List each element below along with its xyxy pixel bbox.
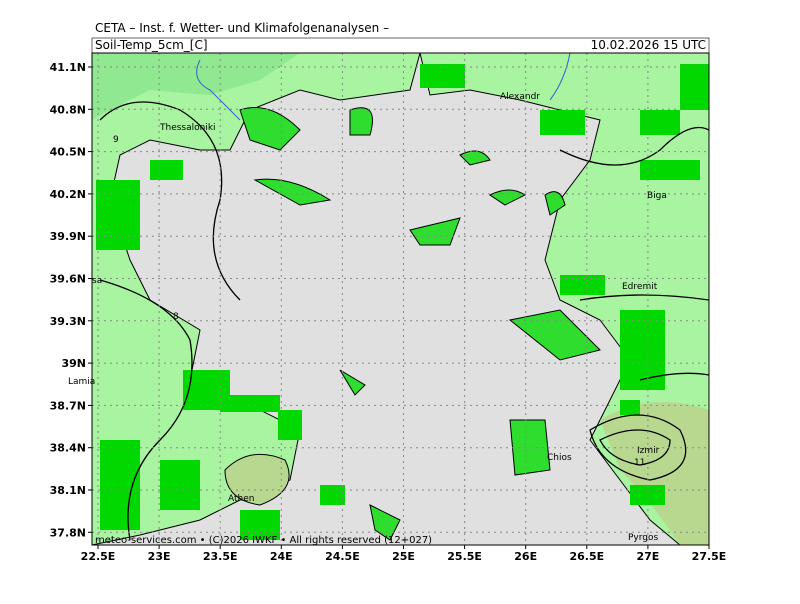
lon-tick-label: 27.5E [692, 550, 727, 563]
lat-tick-label: 40.5N [50, 146, 86, 159]
lon-tick-label: 26.5E [569, 550, 604, 563]
lon-tick-label: 23E [148, 550, 171, 563]
lat-tick-label: 39.6N [50, 273, 86, 286]
contour-label: 8 [173, 312, 179, 322]
lon-tick-label: 24.5E [325, 550, 360, 563]
lon-tick-label: 25.5E [447, 550, 482, 563]
contours [99, 101, 710, 541]
islands [239, 107, 601, 541]
title: CETA – Inst. f. Wetter- und Klimafolgena… [95, 21, 389, 35]
map-frame [91, 52, 710, 546]
lat-tick-label: 37.8N [50, 526, 86, 539]
lon-tick-label: 23.5E [203, 550, 238, 563]
contour-label: 9 [113, 135, 119, 145]
lat-tick-label: 39.9N [50, 230, 86, 243]
lon-tick-label: 25E [392, 550, 415, 563]
contour-label: 11 [634, 458, 645, 468]
place-label: Athen [228, 494, 254, 504]
lat-tick-label: 39N [61, 357, 86, 370]
lat-tick-label: 38.1N [50, 484, 86, 497]
map-area: Thessaloniki Alexandr Biga Edremit Lamia… [68, 52, 710, 546]
place-label: Edremit [622, 282, 658, 292]
axes: 41.1N 40.8N 40.5N 40.2N 39.9N 39.6N 39.3N 39N 38… [50, 61, 727, 563]
place-label: Alexandr [500, 92, 540, 102]
lon-tick-label: 26E [514, 550, 537, 563]
rivers [196, 52, 571, 121]
place-label: Izmir [637, 446, 660, 456]
lat-tick-label: 38.7N [50, 399, 86, 412]
parameter: Soil-Temp_5cm_[C] [95, 38, 208, 52]
place-label: Pyrgos [628, 533, 659, 543]
lat-tick-label: 40.8N [50, 103, 86, 116]
warm-zone-athen [224, 453, 290, 506]
place-label: Thessaloniki [159, 123, 216, 133]
place-label: Biga [647, 191, 667, 201]
place-label: Lamia [68, 377, 95, 387]
place-label: Chios [547, 453, 572, 463]
place-label: sa [92, 276, 102, 286]
lon-tick-label: 22.5E [81, 550, 116, 563]
lat-tick-label: 40.2N [50, 188, 86, 201]
lon-tick-label: 24E [270, 550, 293, 563]
lat-tick-label: 41.1N [50, 61, 86, 74]
lat-tick-label: 39.3N [50, 315, 86, 328]
warm-zone-izmir [600, 402, 709, 545]
valid-time: 10.02.2026 15 UTC [591, 38, 706, 52]
land-north [92, 53, 300, 120]
lon-tick-label: 27E [636, 550, 659, 563]
footer: meteo-services.com • (C)2026 IWKF • All … [95, 535, 432, 546]
land-greece [91, 52, 421, 546]
lat-tick-label: 38.4N [50, 442, 86, 455]
